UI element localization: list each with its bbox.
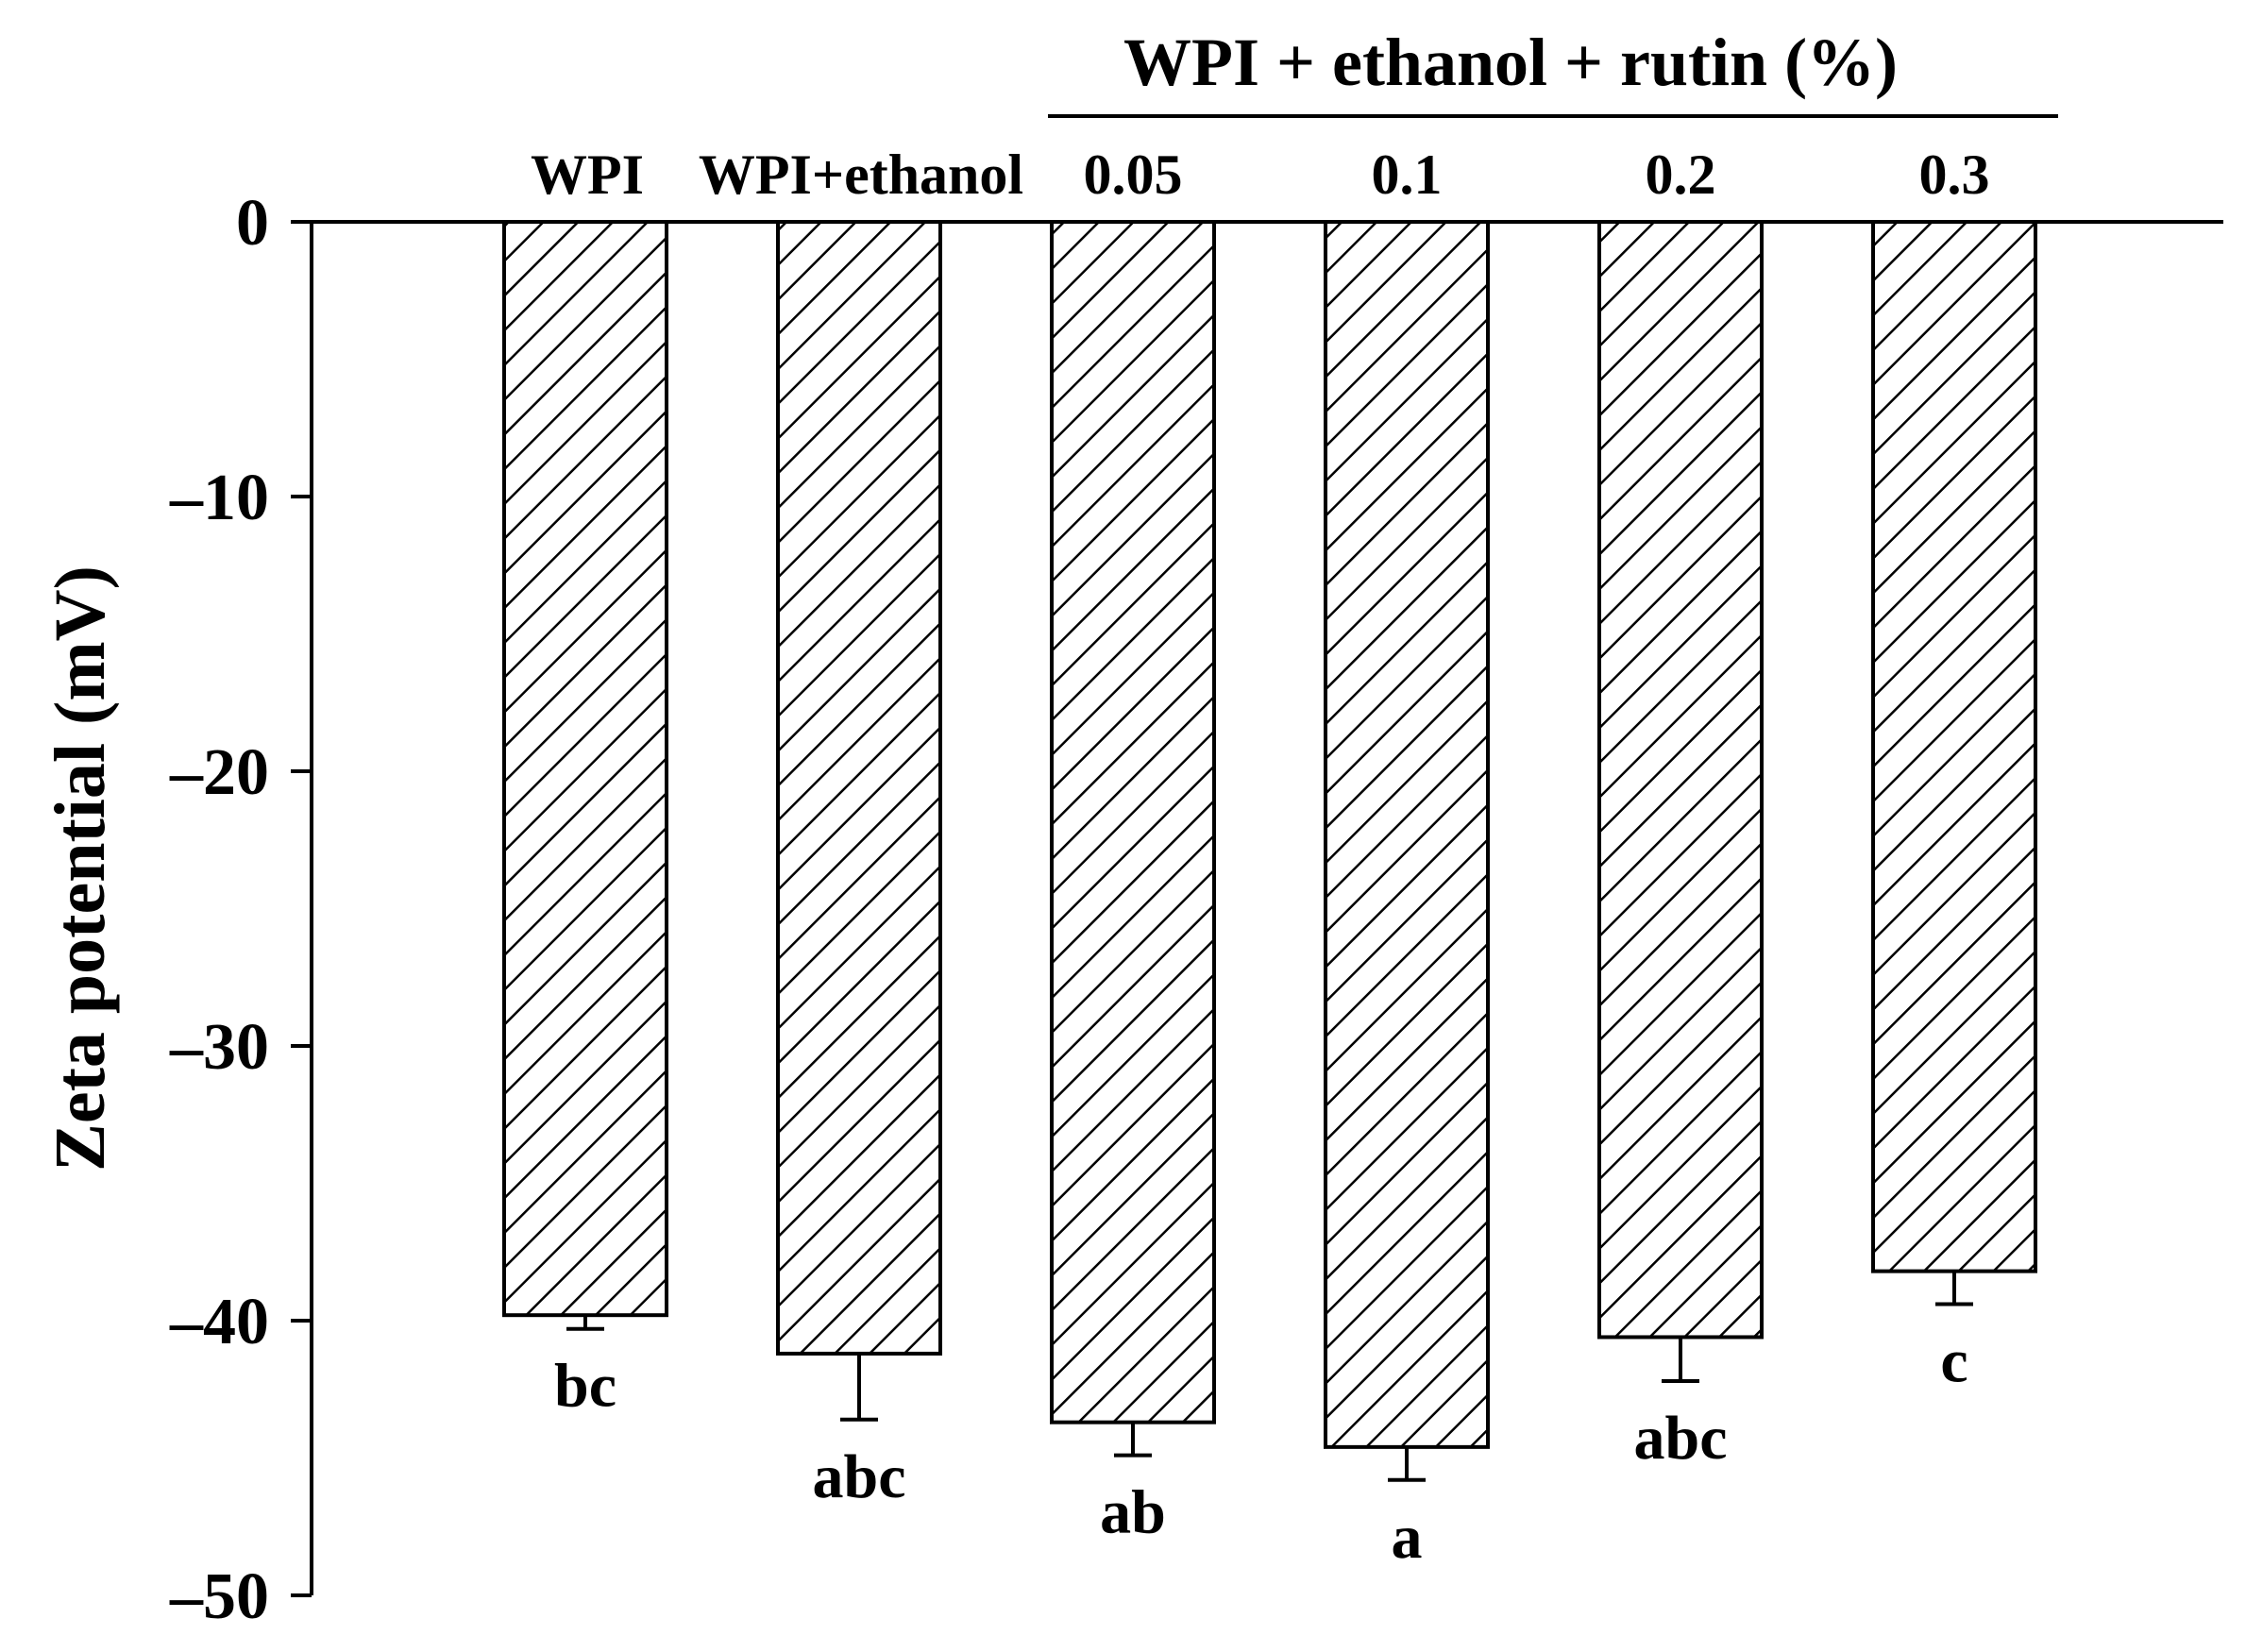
category-label: 0.2 [1646,143,1716,206]
significance-label: c [1940,1327,1967,1396]
y-tick-label: 0 [236,187,269,260]
error-bars-layer [566,1271,1973,1482]
significance-label: bc [554,1352,616,1421]
significance-label: abc [1634,1404,1728,1473]
category-label: WPI [531,143,644,206]
y-tick-label: –10 [169,462,269,534]
significance-label: a [1392,1503,1423,1572]
y-axis-label: Zeta potential (mV) [41,565,120,1172]
category-label: 0.1 [1372,143,1443,206]
significance-label: abc [813,1442,906,1511]
bar [1050,220,1216,1424]
significance-labels: bc abc ab a abc c [554,1327,1968,1572]
category-label: WPI+ethanol [699,143,1023,206]
bars-layer [502,220,2037,1449]
y-ticks: 0 –10 –20 –30 –40 –50 [169,187,312,1633]
category-label: 0.3 [1919,143,1990,206]
bar [776,220,942,1356]
bar [1324,220,1490,1449]
group-header: WPI + ethanol + rutin (%) [1123,25,1898,100]
significance-label: ab [1100,1478,1166,1547]
y-tick-label: –30 [169,1011,269,1084]
category-label: 0.05 [1084,143,1183,206]
y-tick-label: –20 [169,736,269,809]
bar [502,220,668,1318]
y-tick-label: –40 [169,1286,269,1358]
bar [1871,220,2037,1273]
bar [1597,220,1764,1340]
y-tick-label: –50 [169,1560,269,1633]
category-labels: WPI WPI+ethanol 0.05 0.1 0.2 0.3 [531,143,1990,206]
